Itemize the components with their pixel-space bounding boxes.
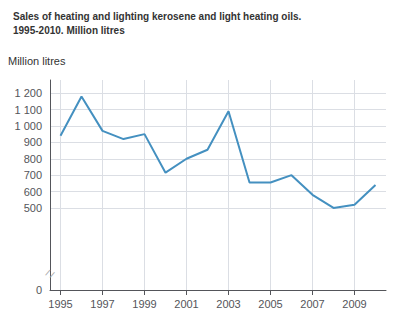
svg-text:600: 600 <box>24 186 42 198</box>
svg-text:0: 0 <box>36 284 42 296</box>
svg-text:2003: 2003 <box>216 298 240 310</box>
svg-text:900: 900 <box>24 136 42 148</box>
svg-text:700: 700 <box>24 169 42 181</box>
svg-text:1999: 1999 <box>132 298 156 310</box>
svg-text:/ /: / / <box>44 268 55 280</box>
svg-text:800: 800 <box>24 153 42 165</box>
svg-text:2009: 2009 <box>342 298 366 310</box>
svg-text:1995-2010. Million litres: 1995-2010. Million litres <box>13 25 125 36</box>
svg-text:2001: 2001 <box>174 298 198 310</box>
svg-text:1 000: 1 000 <box>14 120 42 132</box>
svg-text:500: 500 <box>24 202 42 214</box>
svg-text:2007: 2007 <box>300 298 324 310</box>
svg-text:2005: 2005 <box>258 298 282 310</box>
svg-text:Million litres: Million litres <box>8 55 66 67</box>
svg-text:1 200: 1 200 <box>14 87 42 99</box>
svg-text:1 100: 1 100 <box>14 104 42 116</box>
svg-text:1997: 1997 <box>90 298 114 310</box>
svg-text:1995: 1995 <box>48 298 72 310</box>
svg-text:Sales of heating and lighting: Sales of heating and lighting kerosene a… <box>13 11 302 22</box>
